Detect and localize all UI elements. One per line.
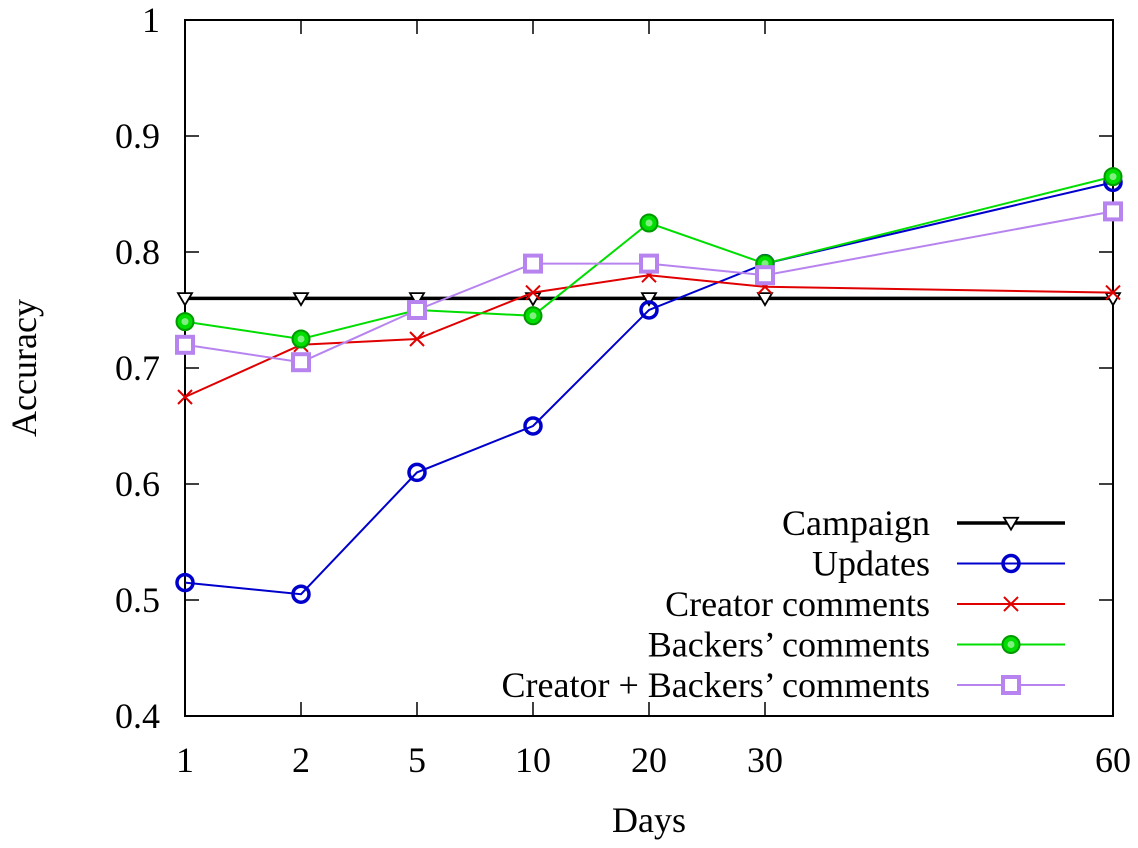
data-point	[291, 584, 311, 604]
legend-marker	[1003, 596, 1019, 612]
data-point-center	[181, 318, 189, 326]
legend-label: Updates	[812, 544, 930, 584]
data-point-center	[1109, 173, 1117, 181]
data-point	[408, 292, 426, 307]
data-point	[409, 331, 425, 347]
data-point	[639, 300, 659, 320]
data-point	[523, 253, 543, 274]
legend-marker-stroke	[1003, 596, 1019, 612]
data-point	[523, 416, 543, 436]
legend-label: Creator comments	[665, 584, 930, 624]
y-tick-label: 0.7	[115, 348, 160, 388]
data-point	[523, 306, 543, 326]
data-point-stroke	[525, 284, 541, 301]
data-point-center	[529, 312, 537, 320]
data-point	[1105, 284, 1121, 301]
data-point	[640, 292, 658, 307]
y-tick-label: 0.4	[115, 696, 160, 736]
data-point	[175, 312, 195, 332]
legend-entry-4: Creator + Backers’ comments	[502, 665, 1065, 705]
data-point	[292, 292, 310, 307]
series-line	[184, 210, 1114, 364]
x-tick-label: 30	[747, 740, 783, 780]
data-point	[291, 329, 311, 349]
series-2	[177, 267, 1121, 405]
data-point	[639, 213, 659, 233]
legend-marker-center	[1007, 641, 1015, 648]
data-point	[175, 572, 195, 593]
x-axis-title: Days	[612, 800, 686, 840]
legend-marker	[1001, 635, 1021, 654]
data-point-stroke	[409, 331, 425, 347]
y-tick-label: 0.6	[115, 464, 160, 504]
data-point	[525, 284, 541, 301]
data-point	[1103, 201, 1123, 222]
legend-marker	[1002, 516, 1020, 532]
y-tick-label: 0.8	[115, 232, 160, 272]
y-tick-label: 1	[142, 0, 160, 40]
axis-ticks	[184, 19, 1114, 717]
axis-tick-labels: 0.4 0.5 0.6 0.7 0.8 0.9 1 1 2 5 10 20 30 60	[115, 0, 1131, 780]
x-tick-label: 10	[515, 740, 551, 780]
x-tick-label: 2	[292, 740, 310, 780]
legend-label: Backers’ comments	[648, 625, 930, 665]
y-tick-label: 0.5	[115, 580, 160, 620]
data-point	[755, 265, 775, 286]
series-line	[184, 181, 1114, 596]
data-point	[639, 253, 659, 274]
legend-marker	[1001, 553, 1021, 574]
data-point	[176, 292, 194, 307]
data-point	[756, 292, 774, 307]
y-tick-label: 0.9	[115, 116, 160, 156]
series-layer	[175, 167, 1123, 604]
data-point-center	[645, 219, 653, 227]
legend-entry-0: Campaign	[782, 503, 1065, 543]
data-point	[175, 334, 195, 355]
legend-label: Creator + Backers’ comments	[502, 665, 930, 705]
data-point-stroke	[177, 389, 193, 405]
legend-label: Campaign	[782, 503, 930, 543]
legend-marker	[1001, 675, 1021, 695]
x-tick-label: 5	[408, 740, 426, 780]
plot-frame	[184, 19, 1114, 717]
x-tick-label: 1	[176, 740, 194, 780]
data-point	[1103, 167, 1123, 187]
legend-entry-3: Backers’ comments	[648, 625, 1065, 665]
series-3	[175, 167, 1123, 349]
data-point	[291, 352, 311, 373]
x-tick-label: 20	[631, 740, 667, 780]
data-point	[407, 462, 427, 483]
data-point	[407, 300, 427, 320]
legend-entry-2: Creator comments	[665, 584, 1065, 624]
data-point	[177, 389, 193, 405]
x-tick-label: 60	[1095, 740, 1131, 780]
legend-entry-1: Updates	[812, 544, 1065, 584]
series-0	[176, 292, 1122, 307]
data-point-center	[297, 335, 305, 343]
series-1	[175, 172, 1123, 604]
y-axis-title: Accuracy	[4, 299, 44, 437]
series-4	[175, 201, 1123, 373]
data-point-stroke	[1105, 284, 1121, 301]
